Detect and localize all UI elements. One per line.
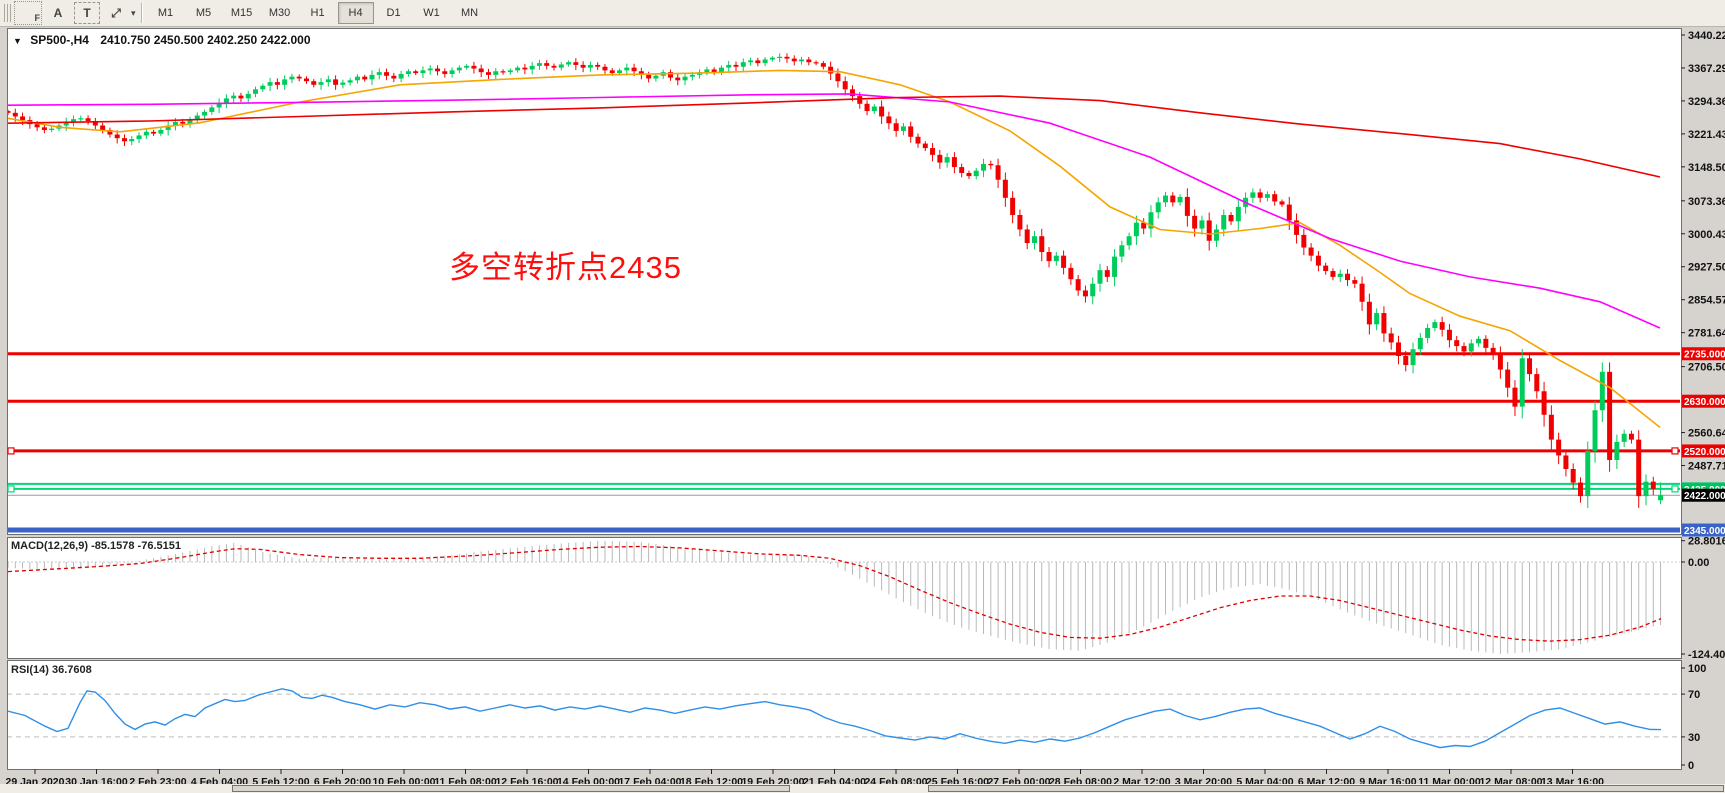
svg-text:3440.220: 3440.220 [1688,30,1725,42]
fast-ma-line [8,69,1661,429]
timeframe-button-M15[interactable]: M15 [230,7,253,19]
line-handle[interactable] [7,447,15,455]
svg-text:3073.360: 3073.360 [1688,196,1725,208]
svg-text:0: 0 [1688,760,1694,772]
collapse-arrow-icon[interactable]: ▼ [13,36,22,46]
rsi-pane-content [8,688,1680,749]
chart-pane [7,660,1682,770]
macd-histogram [8,540,1680,654]
svg-text:100: 100 [1688,663,1706,675]
candlestick-series [8,53,1664,508]
svg-text:2781.640: 2781.640 [1688,328,1725,340]
svg-text:2345.000: 2345.000 [1684,526,1725,537]
chart-pane [7,28,1682,535]
price-tag [1682,444,1725,458]
scrollbar-segment[interactable] [928,785,1724,792]
timeframe-button-H4[interactable]: H4 [337,2,374,24]
svg-text:2560.640: 2560.640 [1688,428,1725,440]
price-tag [1682,488,1725,502]
rsi-line [8,688,1662,749]
grid-f-icon[interactable]: F [14,1,42,25]
rsi-axis: 100 70 30 0 [1681,663,1706,772]
svg-text:3000.430: 3000.430 [1688,229,1725,241]
timeframe-button-W1[interactable]: W1 [423,7,440,19]
svg-text:-124.4011: -124.4011 [1688,649,1725,661]
svg-text:3221.430: 3221.430 [1688,129,1725,141]
svg-text:2422.000: 2422.000 [1684,491,1725,502]
tools-dropdown-caret[interactable]: ▾ [131,7,136,18]
price-tag [1682,347,1725,361]
price-axis: 3440.220 3367.290 3294.360 3221.430 3148.500… [1681,30,1725,537]
insert-text-icon[interactable]: A [53,6,63,20]
svg-text:30: 30 [1688,732,1700,744]
macd-signal-line [8,545,1662,642]
scrollbar-segment[interactable] [232,785,790,792]
svg-text:2735.000: 2735.000 [1684,350,1725,361]
price-tag [1682,523,1725,537]
timeframe-button-H1[interactable]: H1 [310,7,325,19]
ohlc-values: 2410.750 2450.500 2402.250 2422.000 [100,33,311,47]
text-label-icon[interactable]: T [74,2,100,24]
timeframe-button-MN[interactable]: MN [460,7,479,19]
toolbar-separator [140,3,142,23]
line-handle[interactable] [1671,485,1679,493]
svg-text:3367.290: 3367.290 [1688,63,1725,75]
slow-ma-line [8,95,1661,178]
crosshair-tools-icon[interactable]: ⤢ [111,5,121,20]
line-handle[interactable] [7,485,15,493]
timeframe-button-D1[interactable]: D1 [386,7,401,19]
svg-text:28.8016: 28.8016 [1688,536,1725,548]
line-handle[interactable] [1671,447,1679,455]
horizontal-line-objects[interactable] [7,352,1681,533]
price-tag [1682,394,1725,408]
svg-text:2630.000: 2630.000 [1684,397,1725,408]
timeframe-button-M5[interactable]: M5 [195,7,212,19]
chart-title[interactable]: ▼ SP500-,H4 2410.750 2450.500 2402.250 2… [13,33,311,47]
main-toolbar: F A T ⤢ ▾ M1 M5 M15 M30 H1 H4 D1 W1 MN [0,0,1725,27]
chart-annotation-text[interactable]: 多空转折点2435 [449,250,682,285]
horizontal-scrollbar[interactable] [0,784,1725,793]
rsi-indicator-label: RSI(14) 36.7608 [11,664,92,676]
macd-indicator-label: MACD(12,26,9) -85.1578 -76.5151 [11,540,181,552]
svg-text:2927.500: 2927.500 [1688,262,1725,274]
svg-text:70: 70 [1688,689,1700,701]
symbol-period-label: SP500-,H4 [30,33,89,47]
svg-text:2706.500: 2706.500 [1688,362,1725,374]
svg-text:0.00: 0.00 [1688,557,1709,569]
toolbar-grip[interactable] [4,4,12,22]
svg-text:2854.570: 2854.570 [1688,295,1725,307]
svg-text:2487.710: 2487.710 [1688,461,1725,473]
timeframe-button-M1[interactable]: M1 [157,7,174,19]
medium-ma-line [8,93,1661,329]
svg-text:2520.000: 2520.000 [1684,447,1725,458]
macd-axis: 28.8016 0.00 -124.4011 [1681,536,1725,661]
svg-text:3294.360: 3294.360 [1688,96,1725,108]
timeframe-button-M30[interactable]: M30 [268,7,291,19]
chart-pane [7,537,1682,659]
svg-text:3148.500: 3148.500 [1688,162,1725,174]
